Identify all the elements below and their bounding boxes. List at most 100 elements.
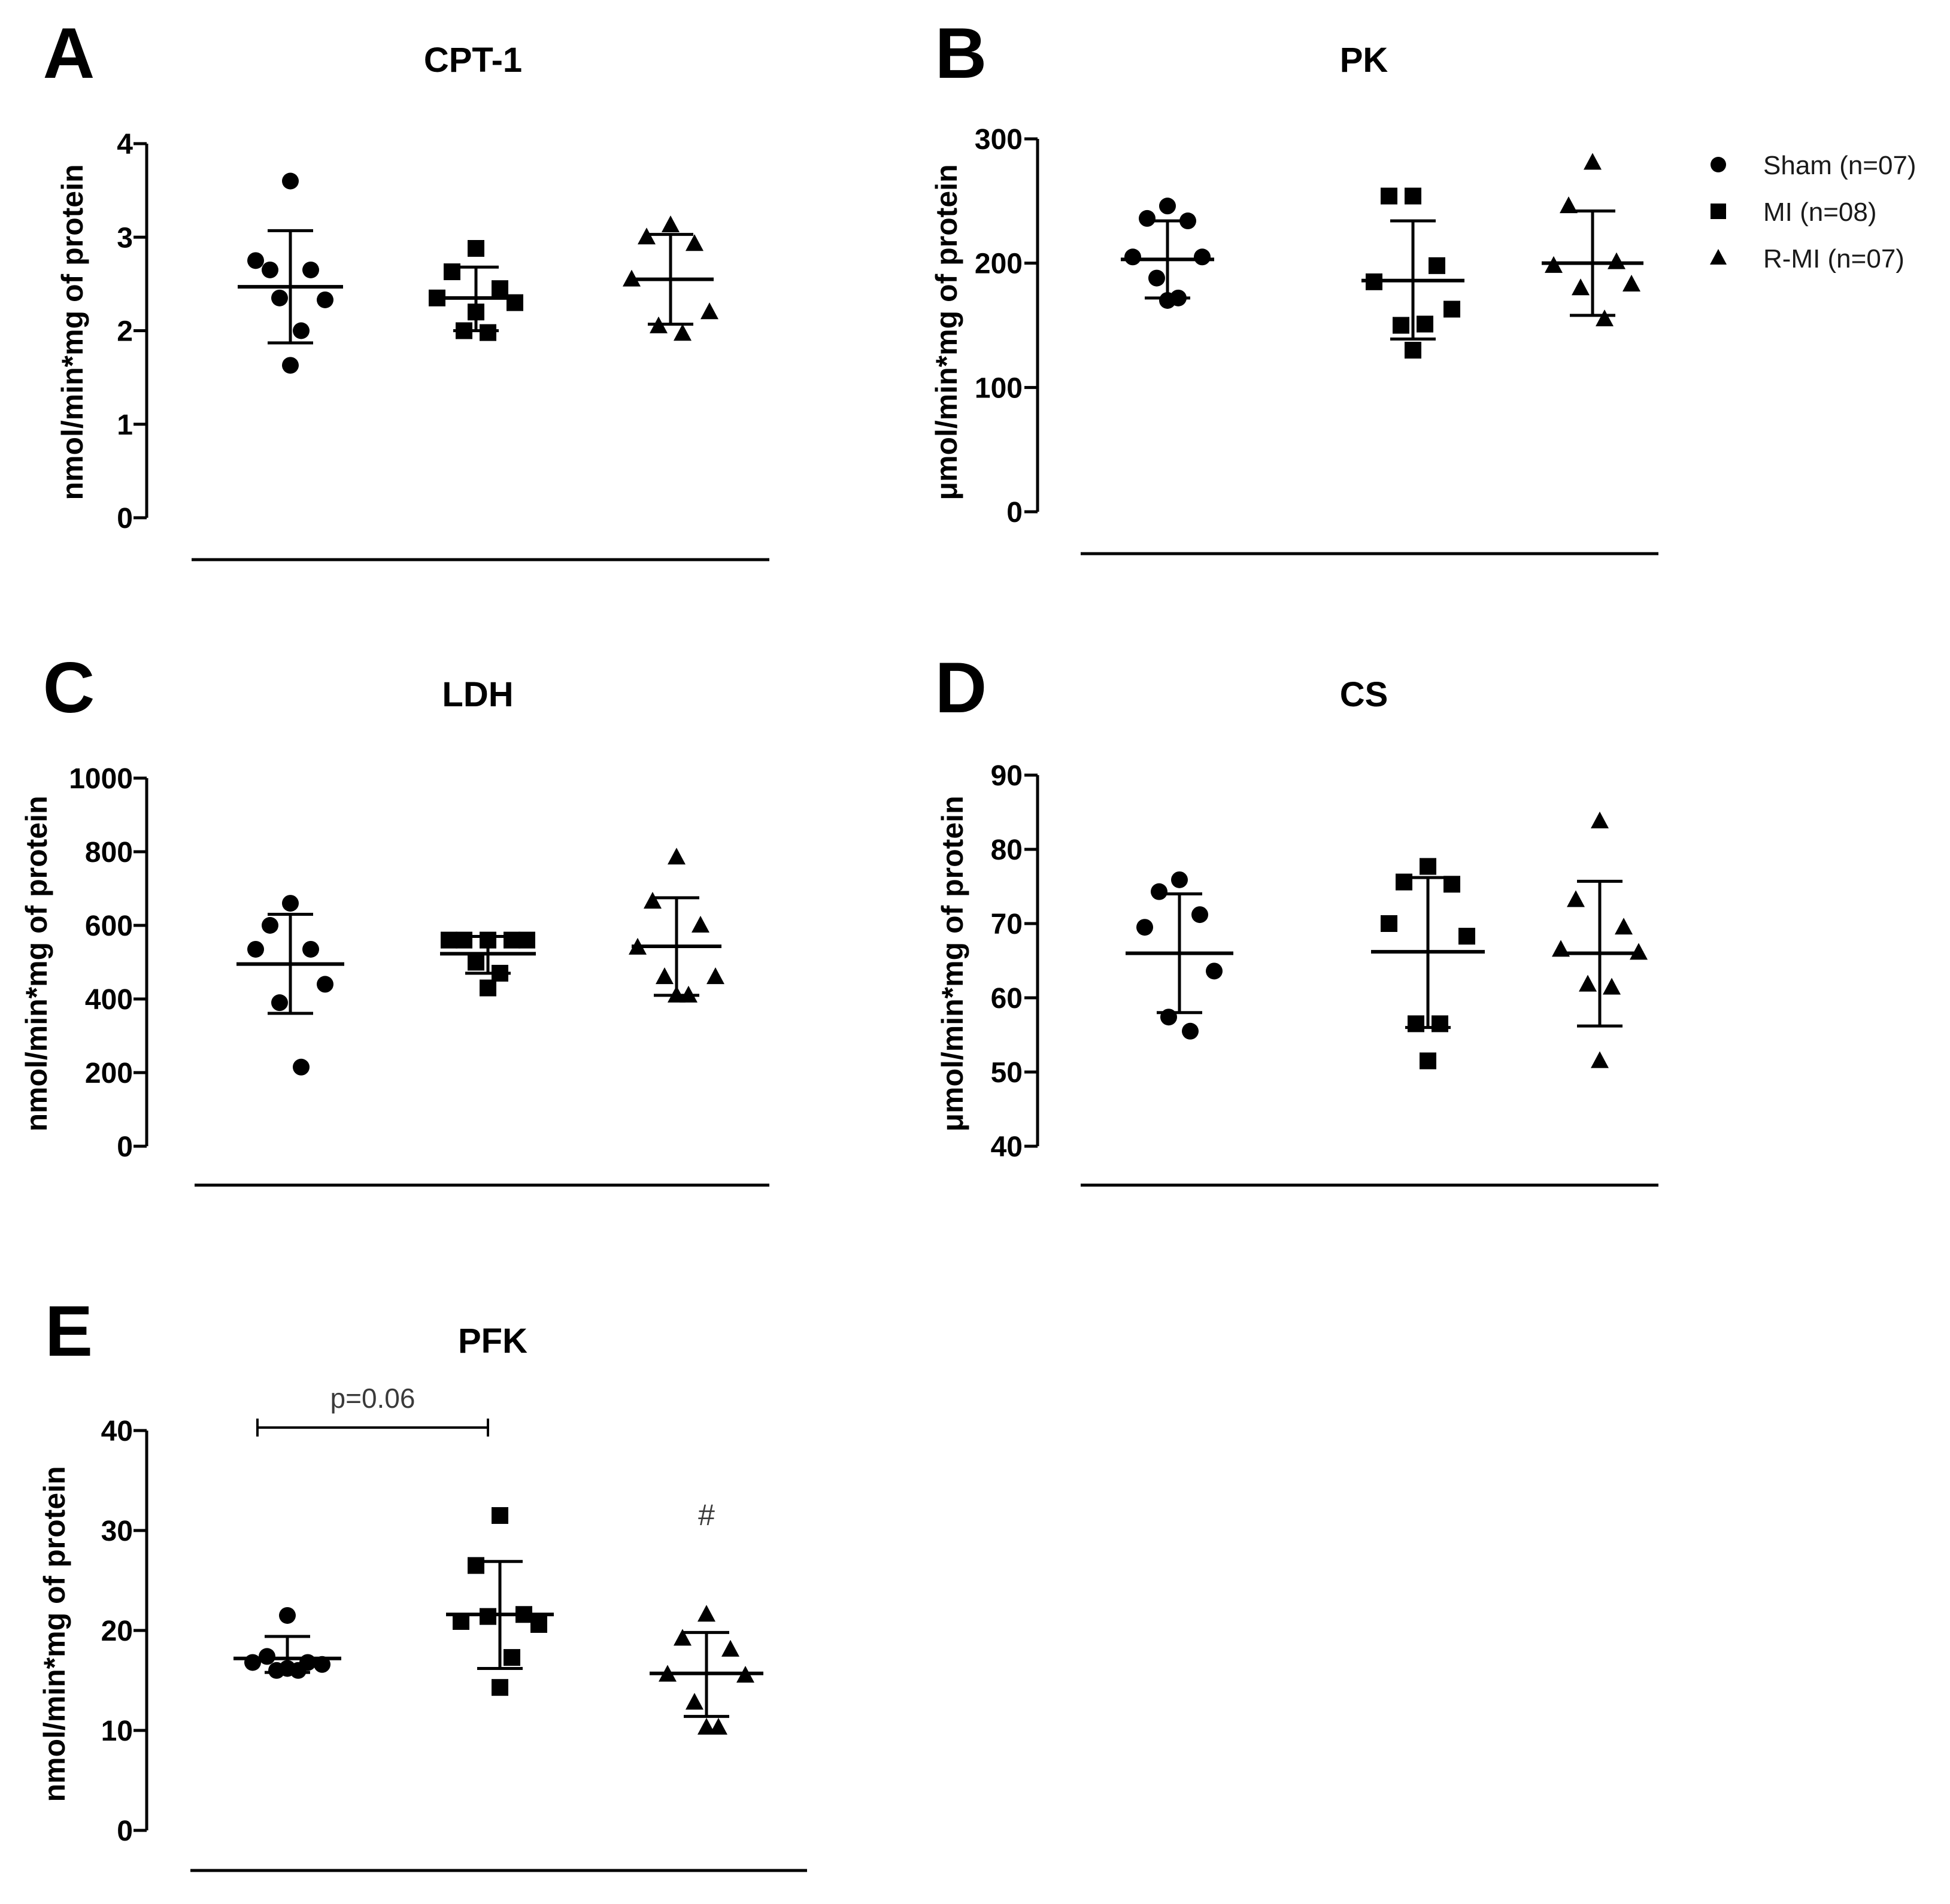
y-tick-label: 200 bbox=[85, 1058, 133, 1089]
group-sham bbox=[1126, 871, 1233, 1040]
data-point bbox=[659, 1665, 677, 1682]
group-r-mi bbox=[623, 215, 718, 341]
data-point bbox=[674, 324, 692, 341]
group-sham bbox=[236, 895, 344, 1076]
y-tick-label: 300 bbox=[975, 124, 1023, 156]
data-point bbox=[480, 979, 496, 997]
data-point bbox=[1136, 919, 1153, 936]
data-point bbox=[1366, 273, 1382, 290]
data-point bbox=[1396, 873, 1412, 891]
y-axis-label: μmol/min*mg of protein bbox=[930, 164, 963, 500]
y-tick-label: 100 bbox=[975, 372, 1023, 404]
chart-title: PFK bbox=[458, 1322, 527, 1361]
data-point bbox=[1567, 890, 1585, 907]
data-point bbox=[1443, 300, 1460, 318]
panel-letter: A bbox=[43, 13, 95, 93]
data-point bbox=[429, 289, 445, 306]
data-point bbox=[1420, 1052, 1436, 1070]
data-point bbox=[1623, 274, 1640, 291]
data-point bbox=[456, 322, 472, 339]
data-point bbox=[293, 1058, 310, 1076]
data-point bbox=[1420, 858, 1436, 875]
y-tick-label: 70 bbox=[991, 909, 1023, 940]
group-mi bbox=[1371, 858, 1485, 1070]
data-point bbox=[244, 1654, 261, 1671]
y-tick-label: 90 bbox=[991, 760, 1023, 792]
data-point bbox=[317, 291, 333, 308]
data-point bbox=[302, 940, 319, 958]
data-point bbox=[1151, 883, 1167, 900]
data-point bbox=[1417, 315, 1433, 333]
chart-panel-e: E PFK nmol/min*mg of protein 0 10 20 30 40 p=0.0… bbox=[38, 1291, 807, 1872]
data-point bbox=[721, 1639, 739, 1657]
data-point bbox=[456, 931, 472, 949]
data-point bbox=[279, 1660, 296, 1677]
y-axis-label: nmol/min*mg of protein bbox=[38, 1466, 71, 1802]
data-point bbox=[629, 937, 647, 955]
data-point bbox=[662, 215, 680, 232]
y-axis-label: nmol/min*mg of protein bbox=[20, 795, 53, 1131]
y-tick-label: 30 bbox=[101, 1516, 133, 1547]
chart-panel-b: B PK μmol/min*mg of protein 0 100 200 300 bbox=[930, 13, 1658, 555]
data-point bbox=[262, 261, 278, 278]
data-point bbox=[1194, 248, 1211, 266]
data-point bbox=[1179, 212, 1196, 230]
data-point bbox=[492, 1507, 508, 1524]
data-point bbox=[314, 1656, 330, 1673]
panel-letter: B bbox=[935, 13, 987, 93]
data-point bbox=[1408, 1015, 1424, 1033]
data-point bbox=[706, 967, 724, 985]
legend-marker-square bbox=[1711, 204, 1726, 219]
data-point bbox=[674, 1629, 692, 1646]
data-point bbox=[1591, 1051, 1609, 1068]
group-mi bbox=[429, 240, 523, 341]
data-point bbox=[518, 931, 535, 949]
data-point bbox=[1552, 940, 1570, 957]
y-tick-label: 1000 bbox=[69, 763, 133, 795]
y-tick-label: 20 bbox=[101, 1615, 133, 1647]
data-point bbox=[1596, 309, 1614, 327]
data-point bbox=[282, 895, 299, 912]
data-point bbox=[1159, 198, 1176, 215]
data-point bbox=[302, 261, 319, 278]
data-point bbox=[736, 1666, 754, 1683]
data-point bbox=[1139, 209, 1156, 227]
data-point bbox=[247, 940, 264, 958]
data-point bbox=[504, 1649, 520, 1666]
data-point bbox=[530, 1615, 547, 1633]
data-point bbox=[453, 1613, 469, 1630]
data-point bbox=[656, 967, 674, 985]
data-point bbox=[262, 917, 278, 934]
data-point bbox=[709, 1717, 727, 1735]
data-point bbox=[697, 1717, 715, 1735]
data-point bbox=[1572, 278, 1590, 296]
data-point bbox=[1393, 317, 1409, 334]
data-point bbox=[468, 240, 484, 257]
data-point bbox=[282, 357, 299, 374]
data-point bbox=[504, 931, 520, 949]
data-point bbox=[1124, 248, 1141, 266]
data-point bbox=[1458, 928, 1475, 945]
y-axis-label: μmol/min*mg of protein bbox=[936, 795, 969, 1131]
data-point bbox=[492, 280, 508, 297]
group-r-mi bbox=[629, 848, 724, 1003]
data-point bbox=[1579, 974, 1597, 992]
data-point bbox=[1191, 906, 1208, 924]
data-point bbox=[515, 1606, 532, 1623]
data-point bbox=[1630, 943, 1648, 960]
y-tick-label: 3 bbox=[117, 222, 133, 254]
y-tick-label: 0 bbox=[1006, 497, 1023, 529]
data-point bbox=[480, 1608, 496, 1625]
data-point bbox=[1591, 811, 1609, 828]
y-tick-label: 1 bbox=[117, 409, 133, 441]
data-point bbox=[444, 263, 460, 281]
y-tick-label: 800 bbox=[85, 837, 133, 869]
data-point bbox=[1615, 918, 1633, 935]
group-sham bbox=[233, 1607, 341, 1679]
data-point bbox=[1381, 915, 1397, 932]
data-point bbox=[1584, 153, 1602, 170]
data-point bbox=[271, 289, 288, 306]
panel-letter: D bbox=[935, 648, 987, 728]
y-tick-label: 80 bbox=[991, 834, 1023, 866]
